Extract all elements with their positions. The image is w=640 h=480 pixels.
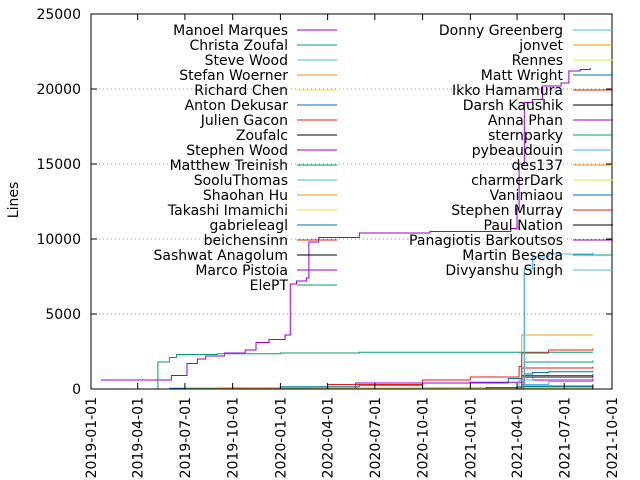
legend-label-sternparky: sternparky — [488, 128, 563, 144]
legend-label-gabrieleagl: gabrieleagl — [210, 218, 288, 234]
x-tick-label: 2020-01-01 — [273, 397, 289, 478]
legend-label-vanimiaou: Vanimiaou — [490, 188, 563, 204]
y-tick-label: 20000 — [36, 82, 81, 98]
y-tick-label: 25000 — [36, 7, 81, 23]
legend-label-jonvet: jonvet — [518, 38, 563, 54]
x-tick-label: 2021-04-01 — [510, 397, 526, 478]
x-tick-label: 2019-01-01 — [84, 397, 100, 478]
legend-label-paul-nation: Paul Nation — [484, 218, 563, 234]
legend-label-takashi-imamichi: Takashi Imamichi — [167, 203, 288, 219]
series-line-manoel-marques — [100, 68, 591, 381]
legend-label-donny-greenberg: Donny Greenberg — [439, 23, 563, 39]
y-tick-label: 15000 — [36, 157, 81, 173]
legend-label-sooluthomas: SooluThomas — [194, 173, 288, 189]
x-tick-label: 2019-04-01 — [131, 397, 147, 478]
x-tick-label: 2019-10-01 — [226, 397, 242, 478]
x-tick-label: 2021-07-01 — [557, 397, 573, 478]
legend-label-ikko-hamamura: Ikko Hamamura — [452, 83, 563, 99]
x-tick-label: 2020-04-01 — [321, 397, 337, 478]
legend-label-anna-phan: Anna Phan — [488, 113, 563, 129]
legend-label-zoufalc: Zoufalc — [236, 128, 288, 144]
legend-label-marco-pistoia: Marco Pistoia — [195, 263, 288, 279]
legend-label-richard-chen: Richard Chen — [194, 83, 288, 99]
x-tick-label: 2021-10-01 — [605, 397, 621, 478]
y-tick-label: 0 — [72, 382, 81, 398]
legend-label-stephen-wood: Stephen Wood — [186, 143, 288, 159]
legend-label-charmerdark: charmerDark — [471, 173, 564, 189]
legend-label-panagiotis-barkoutsos: Panagiotis Barkoutsos — [409, 233, 563, 249]
legend-label-stefan-woerner: Stefan Woerner — [179, 68, 288, 84]
legend-label-beichensinn: beichensinn — [204, 233, 288, 249]
legend-label-martin-beseda: Martin Beseda — [462, 248, 563, 264]
legend-label-matt-wright: Matt Wright — [481, 68, 564, 84]
x-tick-label: 2020-07-01 — [368, 397, 384, 478]
y-tick-label: 5000 — [45, 307, 81, 323]
legend-label-anton-dekusar: Anton Dekusar — [185, 98, 289, 114]
x-tick-label: 2019-07-01 — [178, 397, 194, 478]
legend-label-christa-zoufal: Christa Zoufal — [189, 38, 288, 54]
plot-frame — [90, 13, 613, 390]
legend-label-julien-gacon: Julien Gacon — [200, 113, 288, 129]
legend-label-elept: ElePT — [250, 278, 289, 294]
legend-label-steve-wood: Steve Wood — [205, 53, 288, 69]
legend-label-darsh-kaushik: Darsh Kaushik — [463, 98, 564, 114]
legend-label-manoel-marques: Manoel Marques — [173, 23, 288, 39]
series-line-julien-gacon — [217, 348, 594, 389]
x-axis-ticks: 2019-01-01 2019-04-01 2019-07-01 2019-10-01… — [84, 14, 621, 478]
legend-label-sashwat-anagolum: Sashwat Anagolum — [154, 248, 288, 264]
series-line-divyanshu-singh — [521, 252, 594, 390]
grid-lines — [91, 88, 612, 315]
y-axis-label: Lines — [6, 182, 22, 218]
legend-label-matthew-treinish: Matthew Treinish — [170, 158, 288, 174]
legend-label-rennes: Rennes — [512, 53, 563, 69]
x-tick-label: 2020-10-01 — [416, 397, 432, 478]
legend-label-shaohan-hu: Shaohan Hu — [203, 188, 288, 204]
series-line-christa-zoufal — [155, 351, 593, 390]
y-axis-ticks: 0 5000 10000 15000 20000 25000 — [36, 7, 612, 398]
series-line-stephen-wood — [353, 378, 594, 390]
legend-label-des137: des137 — [511, 158, 563, 174]
legend-label-pybeaudouin: pybeaudouin — [472, 143, 563, 159]
y-tick-label: 10000 — [36, 232, 81, 248]
x-tick-label: 2021-01-01 — [463, 397, 479, 478]
legend-label-divyanshu-singh: Divyanshu Singh — [445, 263, 563, 279]
legend-label-stephen-murray: Stephen Murray — [451, 203, 563, 219]
